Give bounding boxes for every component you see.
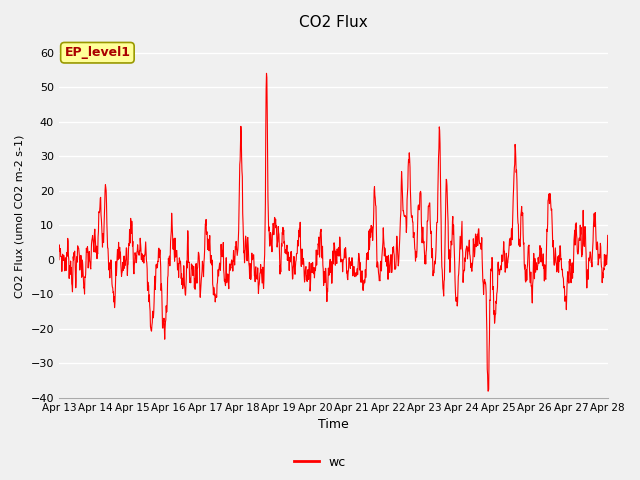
Legend: wc: wc <box>289 451 351 474</box>
X-axis label: Time: Time <box>318 419 349 432</box>
Y-axis label: CO2 Flux (umol CO2 m-2 s-1): CO2 Flux (umol CO2 m-2 s-1) <box>15 135 25 299</box>
Text: EP_level1: EP_level1 <box>65 46 131 59</box>
Title: CO2 Flux: CO2 Flux <box>299 15 367 30</box>
